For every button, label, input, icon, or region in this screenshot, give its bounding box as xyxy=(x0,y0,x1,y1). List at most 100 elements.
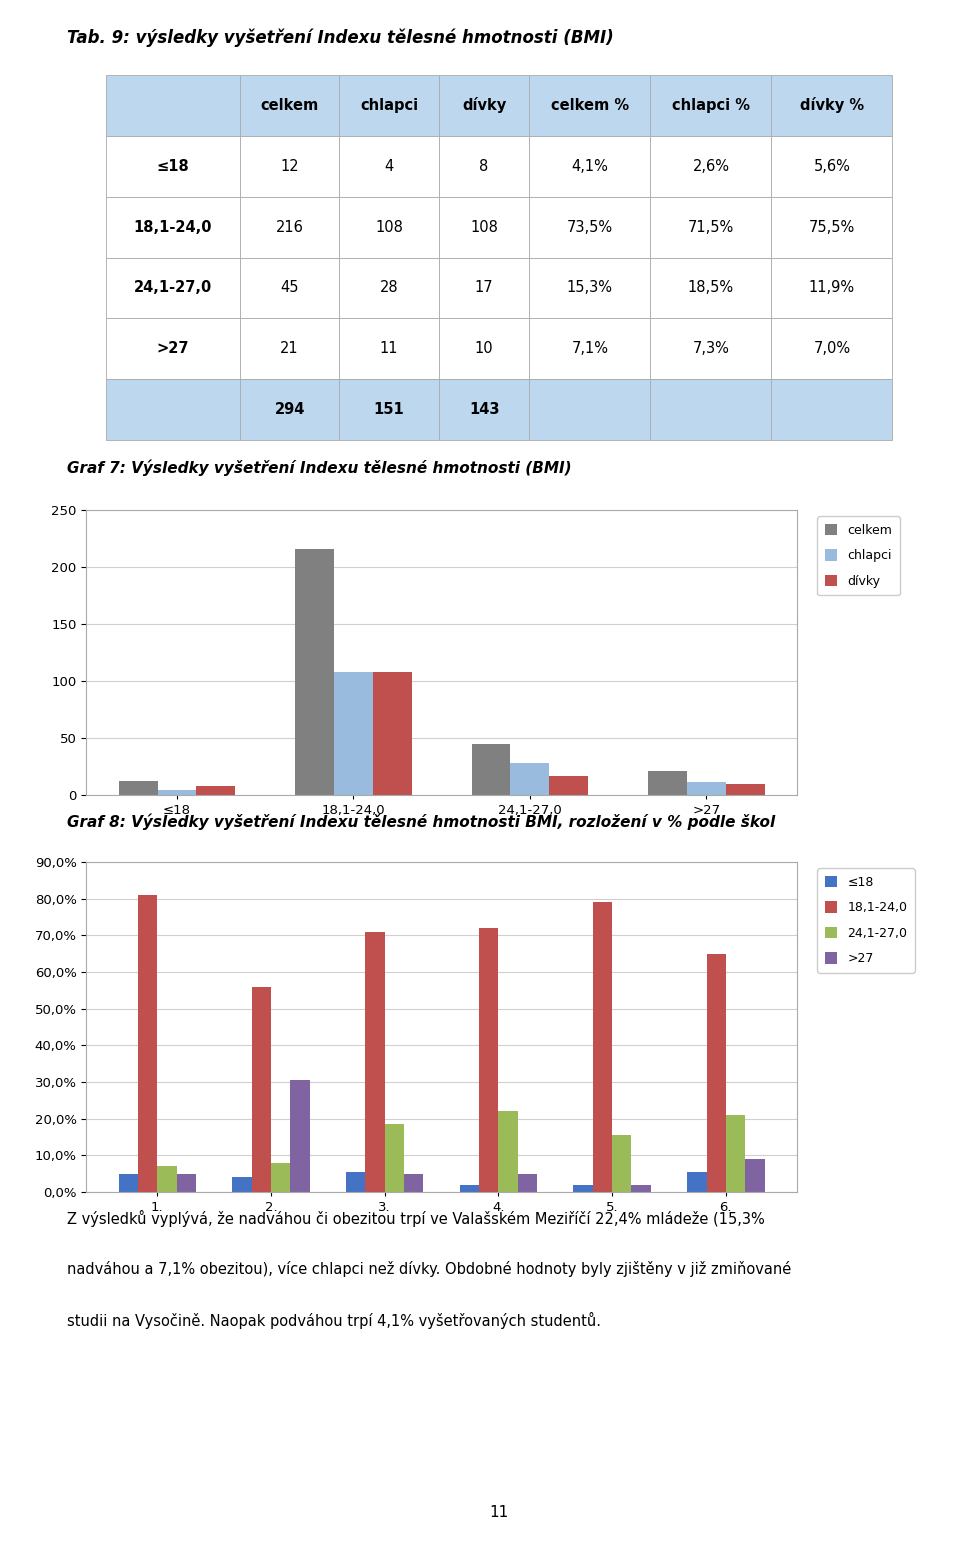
Bar xyxy=(295,549,334,795)
FancyBboxPatch shape xyxy=(240,74,339,136)
Text: 15,3%: 15,3% xyxy=(567,281,612,296)
Text: 18,5%: 18,5% xyxy=(687,281,734,296)
Legend: celkem, chlapci, dívky: celkem, chlapci, dívky xyxy=(817,516,900,595)
Bar xyxy=(119,1173,138,1192)
Bar xyxy=(498,1111,517,1192)
Bar xyxy=(511,763,549,795)
Bar xyxy=(366,932,385,1192)
Bar xyxy=(687,1172,707,1192)
Text: 216: 216 xyxy=(276,220,303,234)
FancyBboxPatch shape xyxy=(240,257,339,318)
Bar xyxy=(573,1184,593,1192)
Bar xyxy=(157,790,197,795)
Bar xyxy=(648,770,686,795)
Bar xyxy=(271,1162,290,1192)
FancyBboxPatch shape xyxy=(106,197,240,257)
FancyBboxPatch shape xyxy=(339,380,439,440)
Bar xyxy=(612,1135,632,1192)
Text: chlapci: chlapci xyxy=(360,98,419,113)
FancyBboxPatch shape xyxy=(240,197,339,257)
FancyBboxPatch shape xyxy=(651,257,772,318)
Bar xyxy=(119,781,157,795)
Text: 10: 10 xyxy=(475,341,493,356)
FancyBboxPatch shape xyxy=(772,197,893,257)
FancyBboxPatch shape xyxy=(651,74,772,136)
Text: studii na Vysočině. Naopak podváhou trpí 4,1% vyšetřovaných studentů.: studii na Vysočině. Naopak podváhou trpí… xyxy=(67,1313,601,1330)
Bar xyxy=(138,894,157,1192)
FancyBboxPatch shape xyxy=(651,136,772,197)
Text: Z výsledků vyplývá, že nadváhou či obezitou trpí ve Valašském Meziříčí 22,4% mlá: Z výsledků vyplývá, že nadváhou či obezi… xyxy=(67,1211,765,1228)
Text: 45: 45 xyxy=(280,281,299,296)
Bar xyxy=(517,1173,537,1192)
Text: celkem: celkem xyxy=(260,98,319,113)
Text: Graf 7: Výsledky vyšetření Indexu tělesné hmotnosti (BMI): Graf 7: Výsledky vyšetření Indexu tělesn… xyxy=(67,460,572,476)
Bar xyxy=(686,783,726,795)
FancyBboxPatch shape xyxy=(106,257,240,318)
FancyBboxPatch shape xyxy=(772,136,893,197)
Bar xyxy=(726,784,764,795)
Text: 17: 17 xyxy=(475,281,493,296)
FancyBboxPatch shape xyxy=(439,136,529,197)
Text: dívky: dívky xyxy=(462,98,506,113)
Bar xyxy=(347,1172,366,1192)
Text: 108: 108 xyxy=(470,220,498,234)
Text: 143: 143 xyxy=(468,401,499,417)
Text: 7,1%: 7,1% xyxy=(571,341,609,356)
Text: 18,1-24,0: 18,1-24,0 xyxy=(133,220,212,234)
Bar xyxy=(372,671,412,795)
FancyBboxPatch shape xyxy=(529,380,651,440)
Text: 12: 12 xyxy=(280,158,299,174)
Bar xyxy=(593,902,612,1192)
FancyBboxPatch shape xyxy=(339,74,439,136)
FancyBboxPatch shape xyxy=(240,136,339,197)
FancyBboxPatch shape xyxy=(772,380,893,440)
Text: 7,3%: 7,3% xyxy=(692,341,730,356)
Text: 28: 28 xyxy=(380,281,398,296)
Bar xyxy=(745,1159,764,1192)
Bar xyxy=(252,987,271,1192)
FancyBboxPatch shape xyxy=(651,318,772,380)
Bar xyxy=(707,953,726,1192)
FancyBboxPatch shape xyxy=(439,380,529,440)
FancyBboxPatch shape xyxy=(339,257,439,318)
Text: 294: 294 xyxy=(275,401,305,417)
Bar xyxy=(549,775,588,795)
Text: nadváhou a 7,1% obezitou), více chlapci než dívky. Obdobné hodnoty byly zjištěny: nadváhou a 7,1% obezitou), více chlapci … xyxy=(67,1262,791,1277)
FancyBboxPatch shape xyxy=(529,257,651,318)
FancyBboxPatch shape xyxy=(439,257,529,318)
Text: 73,5%: 73,5% xyxy=(566,220,613,234)
FancyBboxPatch shape xyxy=(339,136,439,197)
Bar xyxy=(334,671,372,795)
Text: 11,9%: 11,9% xyxy=(808,281,855,296)
Text: dívky %: dívky % xyxy=(800,98,864,113)
Bar xyxy=(632,1184,651,1192)
FancyBboxPatch shape xyxy=(772,257,893,318)
Bar xyxy=(177,1173,196,1192)
FancyBboxPatch shape xyxy=(529,197,651,257)
Text: 2,6%: 2,6% xyxy=(692,158,730,174)
FancyBboxPatch shape xyxy=(339,197,439,257)
Text: 8: 8 xyxy=(479,158,489,174)
FancyBboxPatch shape xyxy=(772,318,893,380)
Text: 21: 21 xyxy=(280,341,299,356)
Bar xyxy=(460,1184,479,1192)
Text: 5,6%: 5,6% xyxy=(813,158,851,174)
FancyBboxPatch shape xyxy=(240,318,339,380)
Text: 7,0%: 7,0% xyxy=(813,341,851,356)
FancyBboxPatch shape xyxy=(106,380,240,440)
Text: 151: 151 xyxy=(373,401,404,417)
FancyBboxPatch shape xyxy=(439,318,529,380)
Text: ≤18: ≤18 xyxy=(156,158,189,174)
Bar xyxy=(232,1178,252,1192)
Bar xyxy=(479,928,498,1192)
FancyBboxPatch shape xyxy=(106,318,240,380)
Text: 11: 11 xyxy=(380,341,398,356)
Text: celkem %: celkem % xyxy=(551,98,629,113)
FancyBboxPatch shape xyxy=(651,380,772,440)
Bar xyxy=(404,1173,423,1192)
FancyBboxPatch shape xyxy=(106,136,240,197)
Text: >27: >27 xyxy=(156,341,189,356)
Bar xyxy=(197,786,235,795)
FancyBboxPatch shape xyxy=(529,136,651,197)
Text: 4,1%: 4,1% xyxy=(571,158,609,174)
